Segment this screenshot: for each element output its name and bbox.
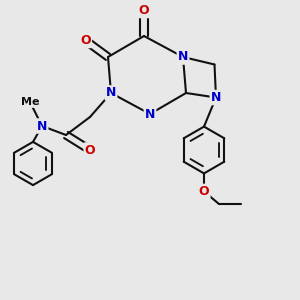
Text: N: N — [145, 107, 155, 121]
Text: O: O — [85, 143, 95, 157]
Text: Me: Me — [21, 97, 39, 107]
Text: N: N — [178, 50, 188, 64]
Text: O: O — [139, 4, 149, 17]
Text: O: O — [80, 34, 91, 47]
Text: N: N — [37, 119, 47, 133]
Text: O: O — [199, 185, 209, 198]
Text: N: N — [211, 91, 221, 104]
Text: N: N — [106, 86, 116, 100]
